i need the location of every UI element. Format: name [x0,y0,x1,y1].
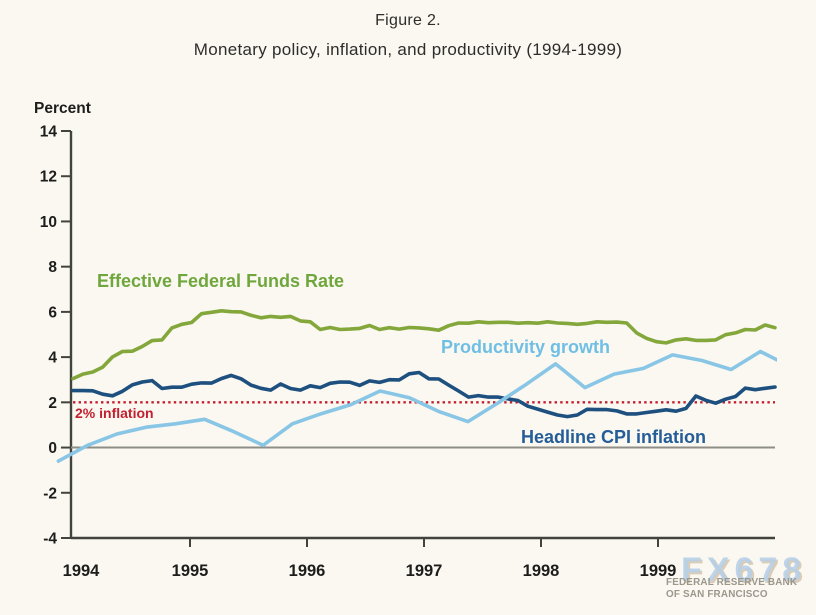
x-tick-label: 1996 [289,562,326,580]
effective-federal-funds-rate-line [71,308,777,381]
productivity-growth-line [56,349,777,463]
y-tick-label: 4 [48,350,57,367]
y-tick-label: 2 [48,395,57,412]
y-tick-label: 0 [48,440,57,457]
x-tick-label: 1995 [172,562,209,580]
watermark-fx678: FX678 [681,551,807,589]
y-axis-title: Percent [34,100,91,117]
x-tick-label: 1994 [63,562,101,580]
x-tick-label: 1998 [523,562,560,580]
y-tick-label: -2 [43,485,57,502]
headline-cpi-inflation-line [71,370,777,419]
series-label-effective-federal-funds-rate: Effective Federal Funds Rate [97,271,345,291]
series-label-headline-cpi-inflation: Headline CPI inflation [521,427,707,447]
watermark-frbsf-line2: OF SAN FRANCISCO [666,587,768,600]
y-tick-label: 6 [48,304,57,321]
figure-number: Figure 2. [375,12,441,29]
series-label-productivity-growth: Productivity growth [441,337,611,357]
x-tick-label: 1999 [640,562,677,580]
y-tick-label: 8 [48,259,57,276]
x-tick-label: 1997 [406,562,443,580]
y-tick-label: 10 [40,214,57,231]
reference-line-label-2-percent-inflation: 2% inflation [75,405,154,421]
watermark-frbsf: FEDERAL RESERVE BANK OF SAN FRANCISCO [666,576,798,600]
watermark-frbsf-line1: FEDERAL RESERVE BANK [666,576,798,588]
y-tick-label: 14 [40,124,58,141]
y-tick-label: 12 [40,169,57,186]
figure-subtitle: Monetary policy, inflation, and producti… [193,40,623,59]
y-tick-label: -4 [43,531,57,548]
